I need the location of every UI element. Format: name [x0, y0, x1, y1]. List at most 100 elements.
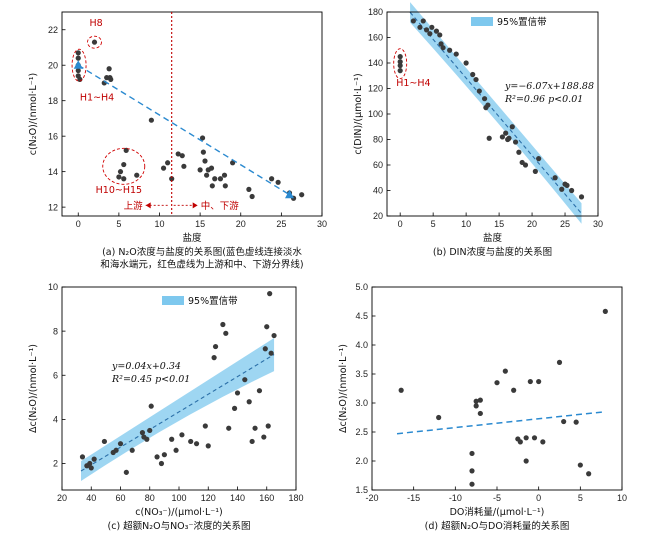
y-tick-label: 18 — [48, 96, 58, 106]
data-point — [226, 425, 232, 431]
data-point — [265, 423, 271, 429]
data-point — [264, 324, 270, 330]
data-point — [161, 452, 167, 458]
data-point — [231, 405, 238, 411]
data-point — [222, 183, 228, 189]
data-point — [481, 96, 488, 102]
data-point — [202, 423, 208, 429]
data-point — [512, 139, 519, 145]
data-point — [517, 439, 523, 445]
data-point — [536, 156, 542, 162]
data-point — [469, 481, 475, 487]
data-point — [188, 438, 194, 445]
y-tick-label: 12 — [48, 202, 58, 212]
regression-equation: y=0.04x+0.34 — [111, 361, 181, 372]
y-tick-label: 3.5 — [355, 369, 368, 379]
data-point — [494, 380, 500, 386]
y-tick-label: 40 — [373, 186, 383, 196]
data-point — [410, 18, 416, 24]
x-axis-label: DO消耗量/(μmol·L⁻¹) — [450, 506, 545, 518]
x-axis-label: 盐度 — [182, 232, 202, 244]
data-point — [246, 399, 252, 405]
data-point — [202, 158, 208, 164]
data-point — [271, 332, 277, 339]
y-tick-label: 60 — [373, 160, 383, 170]
data-point — [75, 67, 81, 74]
data-point — [179, 153, 185, 159]
confidence-band — [81, 337, 275, 481]
data-point — [267, 291, 273, 297]
data-point — [470, 71, 476, 78]
trend-line — [396, 410, 606, 435]
data-point — [75, 55, 81, 61]
x-tick-label: 10 — [461, 219, 471, 229]
x-tick-label: 10 — [154, 219, 164, 229]
data-point — [121, 176, 127, 182]
data-point — [420, 18, 426, 24]
x-tick-label: 5 — [116, 219, 121, 229]
data-point — [144, 436, 150, 442]
data-point — [160, 165, 167, 171]
legend-swatch — [471, 17, 493, 26]
x-tick-label: 0 — [398, 219, 403, 229]
caption-line: (b) DIN浓度与盐度的关系图 — [433, 246, 552, 258]
x-tick-label: 120 — [201, 493, 216, 503]
data-point — [476, 88, 482, 94]
panel-a: 0 5 10 15 20 25 30 12 14 16 18 20 22 盐度 c(N₂O)/(nmol·L… — [28, 11, 327, 271]
data-point — [473, 403, 479, 409]
x-tick-label: 0 — [536, 493, 541, 503]
data-point — [217, 176, 224, 182]
y-axis-label: Δc(N₂O)/(nmol·L⁻¹) — [338, 344, 349, 433]
data-point — [212, 343, 219, 350]
data-point — [469, 450, 475, 457]
data-point — [523, 435, 529, 441]
data-point — [602, 308, 608, 314]
data-point — [134, 172, 140, 178]
x-tick-label: 40 — [86, 493, 96, 503]
regression-equation: y=−6.07x+188.88 — [504, 81, 594, 92]
x-tick-label: 20 — [236, 219, 246, 229]
data-point — [397, 59, 403, 65]
data-point — [79, 454, 86, 460]
y-axis-label: c(N₂O)/(nmol·L⁻¹) — [28, 73, 39, 156]
data-point — [230, 160, 236, 166]
data-point — [578, 194, 585, 200]
data-point — [516, 149, 522, 155]
data-point — [477, 410, 483, 417]
legend-label: 95%置信带 — [497, 16, 547, 28]
data-point — [398, 387, 404, 393]
data-point — [473, 398, 479, 404]
legend-label: 95%置信带 — [188, 295, 238, 307]
data-point — [299, 192, 305, 198]
data-point — [437, 32, 443, 38]
x-tick-label: 25 — [276, 219, 286, 229]
data-point — [173, 447, 179, 453]
x-tick-label: -20 — [365, 493, 378, 503]
data-point — [200, 149, 206, 155]
y-tick-label: 1.5 — [355, 485, 368, 495]
data-point — [586, 471, 592, 477]
data-point — [165, 160, 171, 166]
panel-b: 0 5 10 15 20 25 30 20 40 60 80 100 120 140 160 180 盐度 c(D… — [353, 2, 603, 258]
data-point — [121, 161, 127, 168]
data-point — [223, 330, 229, 336]
data-point — [477, 397, 483, 403]
data-point — [108, 76, 114, 83]
data-point — [506, 135, 512, 141]
plot-frame — [371, 286, 623, 491]
data-point — [268, 350, 274, 356]
y-tick-label: 20 — [373, 211, 383, 221]
data-point — [211, 355, 217, 361]
data-point — [256, 388, 263, 394]
x-tick-label: -5 — [493, 493, 501, 503]
data-point — [397, 68, 403, 74]
x-tick-label: -15 — [407, 493, 420, 503]
data-point — [499, 134, 505, 140]
mixing-line — [77, 64, 290, 196]
x-tick-label: 25 — [560, 219, 570, 229]
y-tick-label: 4 — [53, 415, 58, 425]
data-point — [531, 435, 538, 441]
x-tick-label: 100 — [171, 493, 186, 503]
y-tick-label: 80 — [373, 135, 383, 145]
data-point — [269, 176, 275, 182]
